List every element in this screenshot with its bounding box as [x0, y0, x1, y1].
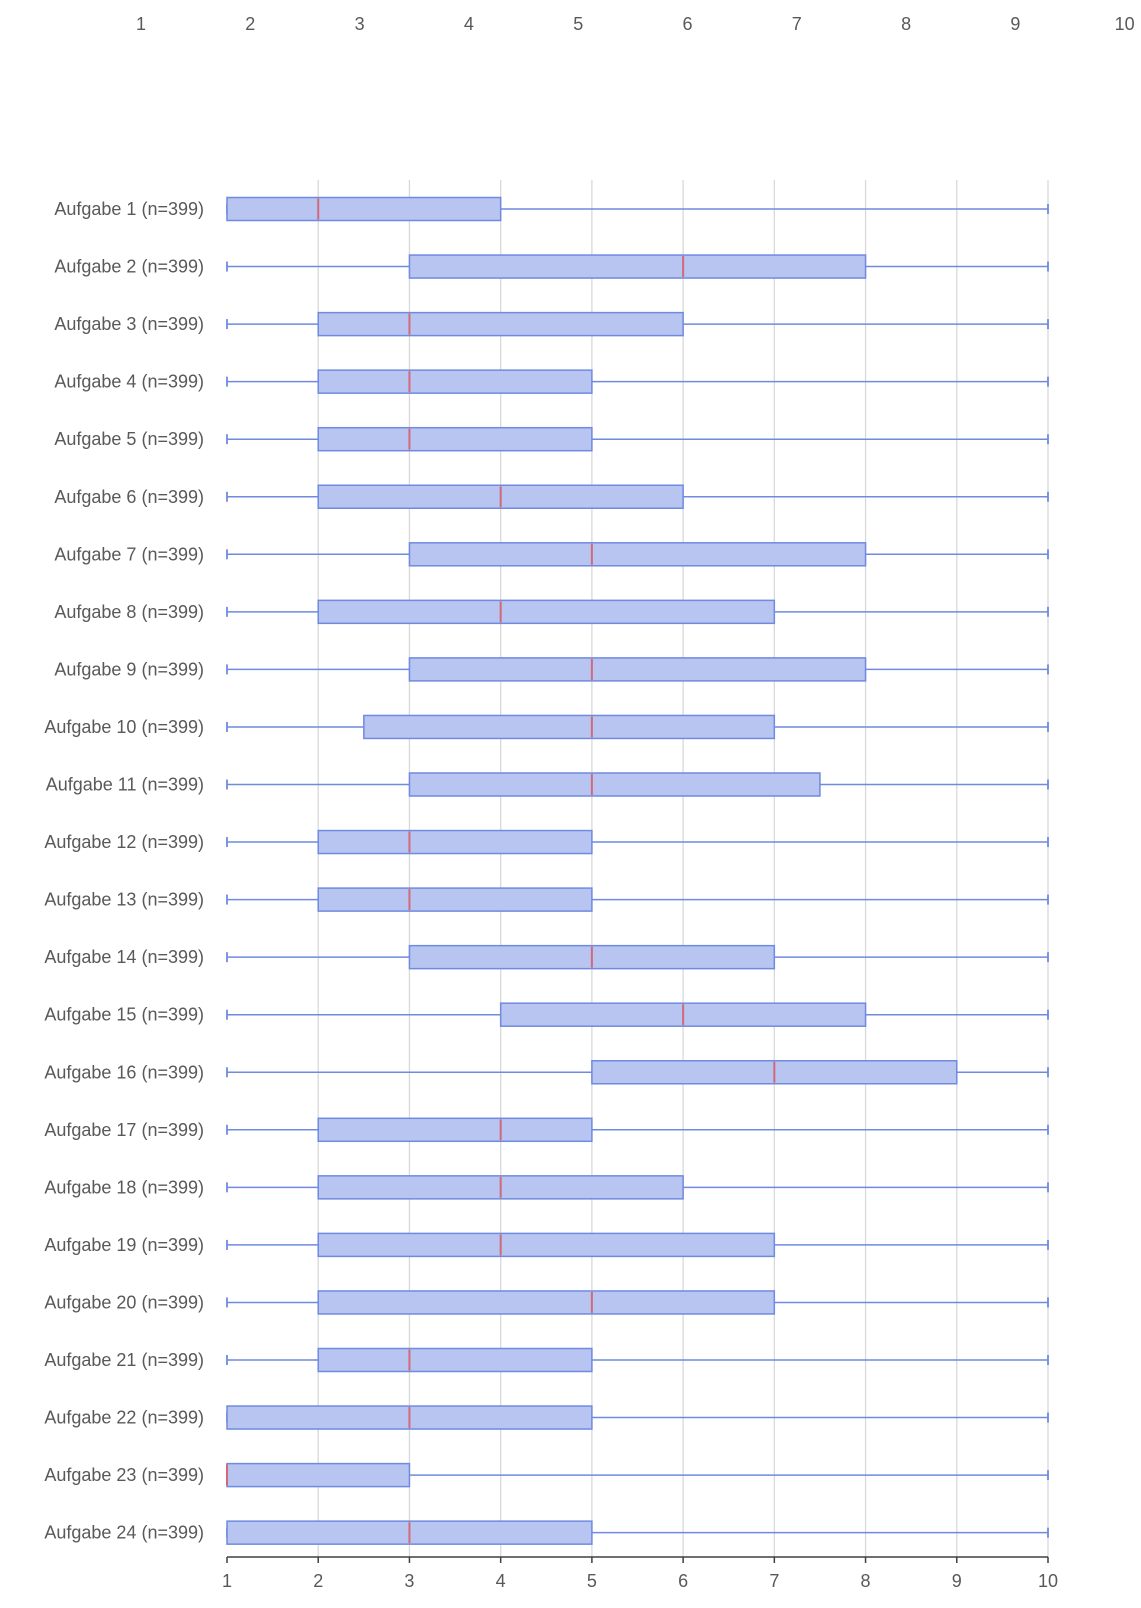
x-tick-label: 7	[769, 1571, 779, 1591]
box-row: Aufgabe 13 (n=399)	[44, 887, 1049, 912]
iqr-box	[408, 657, 867, 682]
box-row: Aufgabe 16 (n=399)	[44, 1060, 1049, 1085]
row-label: Aufgabe 14 (n=399)	[44, 947, 204, 967]
top-scale: 1 2 3 4 5 6 7 8 9 10	[136, 14, 1135, 34]
row-label: Aufgabe 16 (n=399)	[44, 1062, 204, 1082]
x-tick-label: 5	[587, 1571, 597, 1591]
iqr-box	[317, 369, 593, 394]
x-tick-label: 2	[313, 1571, 323, 1591]
row-label: Aufgabe 9 (n=399)	[54, 659, 204, 679]
x-tick-label: 10	[1038, 1571, 1058, 1591]
row-label: Aufgabe 10 (n=399)	[44, 717, 204, 737]
box-row: Aufgabe 10 (n=399)	[44, 714, 1049, 740]
top-scale-label: 8	[901, 14, 911, 34]
row-label: Aufgabe 18 (n=399)	[44, 1177, 204, 1197]
gridlines	[317, 180, 1049, 1557]
iqr-box	[408, 542, 867, 567]
row-label: Aufgabe 1 (n=399)	[54, 199, 204, 219]
row-label: Aufgabe 12 (n=399)	[44, 832, 204, 852]
box-row: Aufgabe 9 (n=399)	[54, 657, 1049, 682]
x-tick-label: 6	[678, 1571, 688, 1591]
row-label: Aufgabe 24 (n=399)	[44, 1523, 204, 1543]
top-scale-label: 1	[136, 14, 146, 34]
box-row: Aufgabe 22 (n=399)	[44, 1405, 1049, 1430]
iqr-box	[408, 772, 821, 797]
box-row: Aufgabe 23 (n=399)	[44, 1462, 1049, 1488]
iqr-box	[317, 1347, 593, 1373]
iqr-box	[226, 196, 502, 222]
box-row: Aufgabe 15 (n=399)	[44, 1002, 1049, 1027]
x-tick-label: 4	[496, 1571, 506, 1591]
row-label: Aufgabe 2 (n=399)	[54, 257, 204, 277]
row-label: Aufgabe 6 (n=399)	[54, 487, 204, 507]
x-tick-label: 9	[952, 1571, 962, 1591]
box-row: Aufgabe 12 (n=399)	[44, 829, 1049, 855]
box-row: Aufgabe 5 (n=399)	[54, 426, 1049, 452]
iqr-box	[317, 311, 684, 337]
top-scale-label: 4	[464, 14, 474, 34]
row-label: Aufgabe 13 (n=399)	[44, 890, 204, 910]
row-label: Aufgabe 22 (n=399)	[44, 1408, 204, 1428]
series-layer: Aufgabe 1 (n=399) Aufgabe 2 (n=399) Aufgab…	[44, 196, 1049, 1545]
x-tick-label: 1	[222, 1571, 232, 1591]
top-scale-label: 9	[1010, 14, 1020, 34]
row-label: Aufgabe 19 (n=399)	[44, 1235, 204, 1255]
row-label: Aufgabe 4 (n=399)	[54, 372, 204, 392]
iqr-box	[226, 1462, 411, 1488]
box-row: Aufgabe 4 (n=399)	[54, 369, 1049, 394]
box-row: Aufgabe 2 (n=399)	[54, 254, 1049, 279]
row-label: Aufgabe 7 (n=399)	[54, 544, 204, 564]
box-row: Aufgabe 20 (n=399)	[44, 1290, 1049, 1315]
row-label: Aufgabe 23 (n=399)	[44, 1465, 204, 1485]
top-scale-label: 2	[245, 14, 255, 34]
top-scale-label: 10	[1115, 14, 1135, 34]
box-row: Aufgabe 17 (n=399)	[44, 1117, 1049, 1143]
iqr-box	[317, 1232, 776, 1258]
iqr-box	[317, 829, 593, 855]
iqr-box	[317, 1117, 593, 1143]
x-tick-label: 3	[404, 1571, 414, 1591]
top-scale-label: 7	[792, 14, 802, 34]
box-row: Aufgabe 14 (n=399)	[44, 944, 1049, 970]
box-row: Aufgabe 1 (n=399)	[54, 196, 1049, 222]
iqr-box	[317, 599, 776, 625]
iqr-box	[317, 426, 593, 452]
row-label: Aufgabe 3 (n=399)	[54, 314, 204, 334]
box-row: Aufgabe 11 (n=399)	[46, 772, 1049, 797]
top-scale-label: 6	[682, 14, 692, 34]
row-label: Aufgabe 20 (n=399)	[44, 1292, 204, 1312]
x-tick-label: 8	[861, 1571, 871, 1591]
iqr-box	[408, 254, 867, 279]
x-axis: 1 2 3 4 5 6 7 8 9 10	[222, 1556, 1058, 1591]
row-label: Aufgabe 11 (n=399)	[46, 775, 204, 795]
row-label: Aufgabe 21 (n=399)	[44, 1350, 204, 1370]
box-row: Aufgabe 6 (n=399)	[54, 484, 1049, 509]
iqr-box	[317, 887, 593, 912]
row-label: Aufgabe 5 (n=399)	[54, 429, 204, 449]
box-row: Aufgabe 21 (n=399)	[44, 1347, 1049, 1373]
box-row: Aufgabe 24 (n=399)	[44, 1520, 1049, 1545]
box-row: Aufgabe 3 (n=399)	[54, 311, 1049, 337]
iqr-box	[317, 1290, 776, 1315]
box-row: Aufgabe 18 (n=399)	[44, 1175, 1049, 1200]
box-row: Aufgabe 7 (n=399)	[54, 542, 1049, 567]
box-row: Aufgabe 8 (n=399)	[54, 599, 1049, 625]
row-label: Aufgabe 8 (n=399)	[54, 602, 204, 622]
box-row: Aufgabe 19 (n=399)	[44, 1232, 1049, 1258]
top-scale-label: 5	[573, 14, 583, 34]
row-label: Aufgabe 17 (n=399)	[44, 1120, 204, 1140]
row-label: Aufgabe 15 (n=399)	[44, 1005, 204, 1025]
iqr-box	[363, 714, 776, 740]
top-scale-label: 3	[355, 14, 365, 34]
